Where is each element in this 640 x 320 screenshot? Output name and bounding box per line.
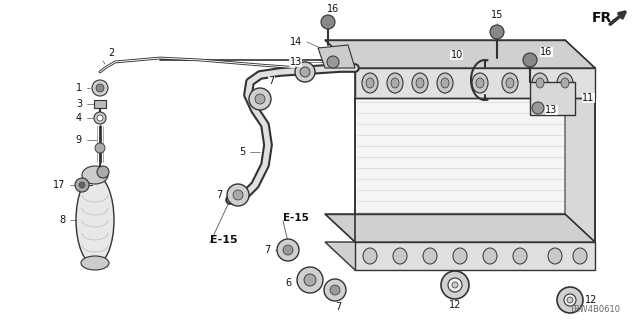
Text: 17: 17 (52, 180, 65, 190)
Circle shape (564, 294, 576, 306)
Ellipse shape (502, 73, 518, 93)
Polygon shape (565, 40, 595, 270)
Circle shape (92, 80, 108, 96)
Ellipse shape (557, 73, 573, 93)
Text: 3: 3 (76, 99, 82, 109)
Text: 2: 2 (108, 48, 115, 58)
Text: E-15: E-15 (283, 213, 309, 223)
Circle shape (523, 53, 537, 67)
Ellipse shape (363, 248, 377, 264)
Ellipse shape (416, 78, 424, 88)
Text: 4: 4 (76, 113, 82, 123)
Text: 7: 7 (264, 245, 270, 255)
Circle shape (304, 274, 316, 286)
Ellipse shape (561, 78, 569, 88)
Ellipse shape (441, 78, 449, 88)
Circle shape (96, 84, 104, 92)
Text: FR.: FR. (592, 11, 618, 25)
Circle shape (327, 56, 339, 68)
Polygon shape (325, 40, 595, 68)
Ellipse shape (81, 256, 109, 270)
Ellipse shape (476, 78, 484, 88)
Ellipse shape (437, 73, 453, 93)
Text: E-15: E-15 (210, 235, 237, 245)
Text: 12: 12 (449, 300, 461, 310)
Polygon shape (355, 68, 595, 270)
Circle shape (283, 245, 293, 255)
Circle shape (567, 297, 573, 303)
Ellipse shape (366, 78, 374, 88)
Text: 8: 8 (59, 215, 65, 225)
Bar (94, 100, 106, 108)
Ellipse shape (423, 248, 437, 264)
Circle shape (233, 190, 243, 200)
Ellipse shape (362, 73, 378, 93)
Circle shape (557, 287, 583, 313)
Polygon shape (318, 45, 355, 68)
Bar (355, 68, 595, 98)
Ellipse shape (391, 78, 399, 88)
Text: 1: 1 (76, 83, 82, 93)
Ellipse shape (412, 73, 428, 93)
Circle shape (249, 88, 271, 110)
Circle shape (490, 25, 504, 39)
Circle shape (97, 115, 103, 121)
Circle shape (324, 279, 346, 301)
Text: 16: 16 (540, 47, 552, 57)
Text: TRW4B0610: TRW4B0610 (569, 306, 620, 315)
Ellipse shape (76, 175, 114, 265)
Circle shape (75, 178, 89, 192)
Ellipse shape (573, 248, 587, 264)
Ellipse shape (483, 248, 497, 264)
Circle shape (297, 267, 323, 293)
Circle shape (300, 67, 310, 77)
Ellipse shape (472, 73, 488, 93)
Circle shape (532, 102, 544, 114)
Circle shape (441, 271, 469, 299)
Ellipse shape (393, 248, 407, 264)
Text: 11: 11 (582, 93, 595, 103)
Circle shape (94, 112, 106, 124)
Text: 7: 7 (216, 190, 222, 200)
Ellipse shape (506, 78, 514, 88)
Text: 13: 13 (290, 57, 302, 67)
Ellipse shape (387, 73, 403, 93)
Ellipse shape (513, 248, 527, 264)
Circle shape (95, 143, 105, 153)
Text: 9: 9 (76, 135, 82, 145)
Circle shape (227, 184, 249, 206)
Text: 6: 6 (286, 278, 292, 288)
Text: 12: 12 (585, 295, 597, 305)
Circle shape (79, 182, 85, 188)
Circle shape (452, 282, 458, 288)
Circle shape (277, 239, 299, 261)
Text: 10: 10 (451, 50, 463, 60)
Text: 14: 14 (290, 37, 302, 47)
Text: 15: 15 (491, 10, 503, 20)
Text: 7: 7 (268, 76, 275, 86)
Circle shape (97, 166, 109, 178)
Circle shape (295, 62, 315, 82)
Bar (355, 242, 595, 270)
Circle shape (321, 15, 335, 29)
Text: 13: 13 (545, 105, 557, 115)
Circle shape (255, 94, 265, 104)
Text: 7: 7 (335, 302, 341, 312)
Polygon shape (325, 214, 595, 242)
Text: 5: 5 (239, 147, 245, 157)
Circle shape (330, 285, 340, 295)
Text: 16: 16 (327, 4, 339, 14)
Ellipse shape (453, 248, 467, 264)
Ellipse shape (536, 78, 544, 88)
Ellipse shape (82, 166, 108, 184)
Ellipse shape (532, 73, 548, 93)
Circle shape (448, 278, 462, 292)
Ellipse shape (548, 248, 562, 264)
Polygon shape (325, 242, 595, 270)
Polygon shape (530, 82, 575, 115)
